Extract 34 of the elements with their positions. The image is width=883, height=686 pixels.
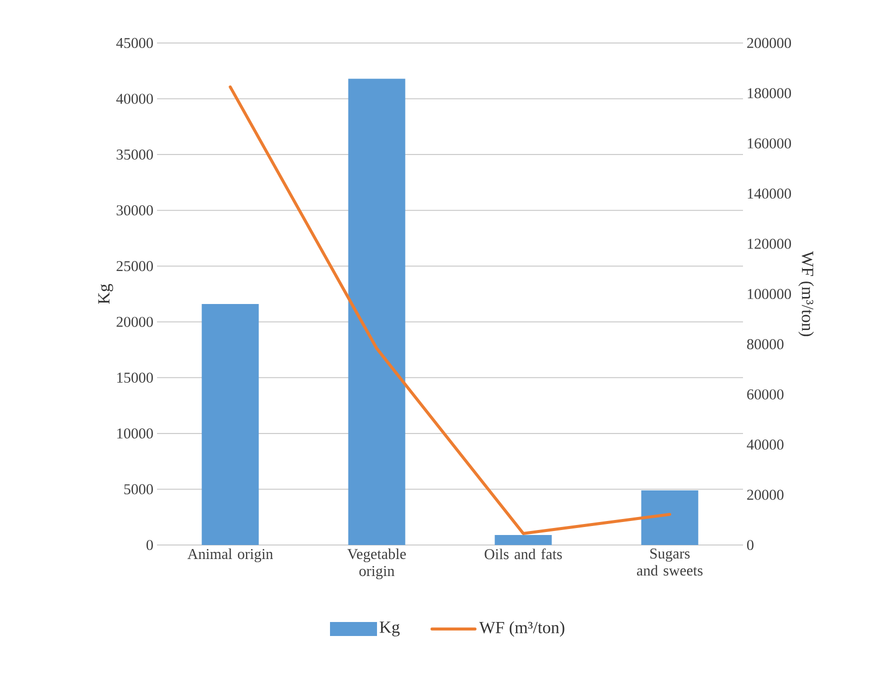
y-tick-label: 10000: [117, 428, 153, 438]
y2-tick-label: 40000: [746, 440, 784, 450]
x-tick-label: Vegetable origin: [347, 548, 406, 580]
x-tick-label: Oils and fats: [484, 548, 562, 560]
y2-tick-label: 180000: [748, 88, 791, 98]
y2-tick-label: 0: [747, 540, 754, 550]
y2-tick-label: 80000: [747, 339, 784, 350]
y-tick-label: 20000: [116, 316, 153, 327]
y-axis-title: Kg: [98, 284, 114, 304]
bar: [202, 304, 259, 545]
y-tick-label: 40000: [116, 94, 153, 104]
y-tick-label: 15000: [117, 372, 153, 383]
bar: [641, 490, 698, 545]
legend-label: WF (m³/ton): [479, 621, 564, 637]
y-tick-label: 30000: [116, 205, 153, 216]
y2-tick-label: 200000: [747, 38, 791, 48]
y-tick-label: 5000: [124, 484, 153, 494]
bar: [494, 534, 552, 545]
bar: [348, 78, 406, 545]
y2-tick-label: 60000: [747, 389, 784, 400]
y2-tick-label: 100000: [748, 288, 791, 300]
y-tick-label: 0: [146, 540, 153, 550]
y-tick-label: 45000: [116, 38, 153, 48]
line-series: [228, 85, 672, 535]
y2-axis-title: WF (m³/ton): [798, 251, 814, 336]
x-tick-label: Animal origin: [187, 548, 273, 562]
y2-tick-label: 20000: [747, 490, 784, 500]
y2-tick-label: 120000: [748, 238, 791, 249]
y-tick-label: 25000: [116, 261, 153, 272]
y2-tick-label: 160000: [748, 138, 791, 148]
x-tick-label: Sugars and sweets: [636, 548, 703, 576]
legend-label: Kg: [380, 622, 400, 636]
y-tick-label: 35000: [116, 149, 153, 160]
y2-tick-label: 140000: [748, 188, 791, 199]
